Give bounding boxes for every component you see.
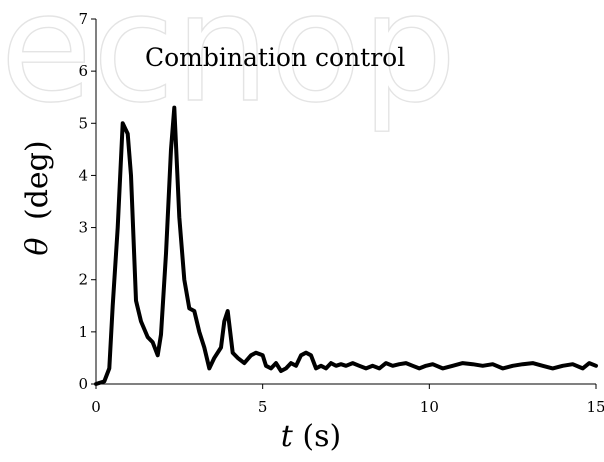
x-tick-label: 0	[91, 398, 101, 416]
ticks: 0 1 2 3 4 5 6 7 0 5 10 15	[78, 10, 604, 416]
y-tick-label: 6	[78, 62, 88, 80]
x-axis-unit: (s)	[302, 419, 341, 454]
y-tick-label: 7	[78, 10, 88, 28]
series-line	[94, 105, 598, 386]
y-axis-title: θ (deg)	[20, 140, 55, 255]
y-axis-unit: (deg)	[20, 140, 55, 220]
x-tick-label: 10	[420, 398, 439, 416]
y-tick-label: 5	[78, 114, 88, 132]
x-axis-variable: t	[281, 419, 294, 454]
svg-text:t (s): t (s)	[281, 419, 341, 454]
axes	[95, 19, 596, 385]
y-tick-label: 3	[78, 219, 88, 237]
y-tick-label: 4	[78, 166, 88, 184]
y-tick-label: 1	[78, 323, 88, 341]
x-tick-label: 15	[586, 398, 604, 416]
x-tick-label: 5	[258, 398, 268, 416]
chart-title: Combination control	[145, 43, 405, 72]
x-axis-title: t (s)	[281, 419, 341, 454]
y-tick-label: 0	[78, 375, 88, 393]
y-axis-variable: θ	[20, 238, 55, 256]
svg-text:θ (deg): θ (deg)	[20, 140, 55, 255]
y-tick-label: 2	[78, 271, 88, 289]
watermark: ecnop	[0, 0, 457, 136]
